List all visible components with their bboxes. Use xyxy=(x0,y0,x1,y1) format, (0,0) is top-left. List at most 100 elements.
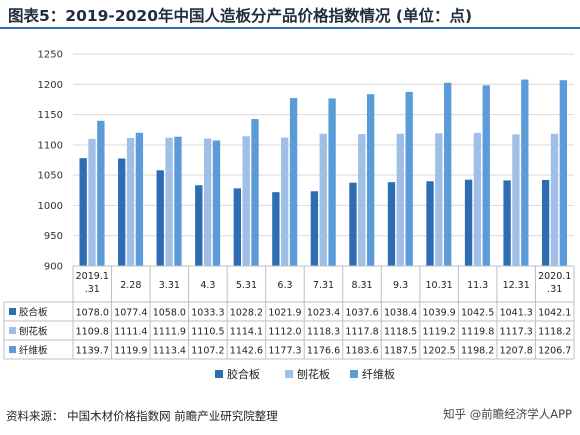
data-cell: 1118.2 xyxy=(538,327,571,338)
data-cell: 1187.5 xyxy=(384,346,417,357)
data-cell: 1118.5 xyxy=(384,327,417,338)
bar-1-4 xyxy=(195,185,203,266)
data-cell: 1113.4 xyxy=(153,346,186,357)
y-tick-label: 1150 xyxy=(38,110,63,121)
data-cell: 1037.6 xyxy=(345,308,378,319)
row-series-name: 胶合板 xyxy=(19,307,48,319)
bar-2-6 xyxy=(281,137,289,266)
legend-swatch xyxy=(215,370,223,378)
bar-1-8 xyxy=(349,182,357,266)
bar-1-1 xyxy=(79,158,87,266)
bar-3-12 xyxy=(521,79,529,266)
row-legend-key xyxy=(9,327,16,334)
data-cell: 1021.9 xyxy=(268,308,301,319)
bar-3-5 xyxy=(251,119,259,266)
data-cell: 1038.4 xyxy=(384,308,417,319)
bar-2-12 xyxy=(512,134,520,266)
chart-title: 图表5：2019-2020年中国人造板分产品价格指数情况 (单位：点) xyxy=(8,7,473,25)
x-tick-label: 2.28 xyxy=(120,280,141,291)
y-tick-label: 1250 xyxy=(38,50,63,61)
bar-3-2 xyxy=(135,132,144,266)
bar-1-6 xyxy=(272,192,280,266)
bar-1-10 xyxy=(426,181,434,266)
data-cell: 1117.8 xyxy=(345,327,378,338)
y-tick-label: 1200 xyxy=(38,80,63,91)
data-cell: 1114.1 xyxy=(230,327,263,338)
data-cell: 1119.8 xyxy=(461,327,494,338)
bar-1-7 xyxy=(310,191,319,266)
bar-3-3 xyxy=(174,136,182,266)
legend-swatch xyxy=(285,370,293,378)
bar-3-10 xyxy=(444,82,452,266)
data-cell: 1176.6 xyxy=(307,346,340,357)
data-cell: 1139.7 xyxy=(76,346,109,357)
data-cell: 1109.8 xyxy=(76,327,109,338)
bar-2-13 xyxy=(550,133,559,266)
data-cell: 1111.9 xyxy=(153,327,186,338)
source-note: 资料来源： 中国木材价格指数网 前瞻产业研究院整理 xyxy=(6,409,278,423)
bar-2-10 xyxy=(435,133,443,266)
bar-1-3 xyxy=(156,170,164,266)
x-tick-label: 5.31 xyxy=(236,280,257,291)
data-cell: 1142.6 xyxy=(230,346,263,357)
bar-3-8 xyxy=(366,94,375,267)
bar-3-9 xyxy=(405,91,413,266)
bar-2-8 xyxy=(358,134,366,266)
data-cell: 1028.2 xyxy=(230,308,263,319)
data-cell: 1078.0 xyxy=(76,308,109,319)
bar-3-13 xyxy=(559,80,567,266)
data-cell: 1198.2 xyxy=(461,346,494,357)
row-series-name: 纤维板 xyxy=(19,345,48,357)
x-tick-label: 11.3 xyxy=(467,280,488,291)
x-tick-label: 6.3 xyxy=(277,280,292,291)
x-tick-label: 8.31 xyxy=(351,280,372,291)
y-tick-label: 950 xyxy=(44,231,63,242)
data-cell: 1023.4 xyxy=(307,308,340,319)
x-tick-label: 10.31 xyxy=(426,280,453,291)
data-cell: 1039.9 xyxy=(422,308,455,319)
data-cell: 1041.3 xyxy=(500,308,533,319)
title-rule xyxy=(0,27,580,29)
bar-2-1 xyxy=(88,138,96,266)
data-cell: 1112.0 xyxy=(268,327,301,338)
bar-1-11 xyxy=(464,179,473,266)
data-cell: 1058.0 xyxy=(153,308,186,319)
legend-label: 刨花板 xyxy=(297,367,330,381)
bar-1-2 xyxy=(118,158,126,266)
data-cell: 1033.3 xyxy=(191,308,224,319)
row-legend-key xyxy=(9,346,16,353)
bar-2-5 xyxy=(242,136,250,266)
data-cell: 1118.3 xyxy=(307,327,340,338)
y-tick-label: 900 xyxy=(44,262,63,273)
bar-2-4 xyxy=(203,138,212,266)
x-tick-label: 4.3 xyxy=(200,280,215,291)
data-cell: 1110.5 xyxy=(191,327,224,338)
x-tick-label: 7.31 xyxy=(313,280,334,291)
bar-3-11 xyxy=(482,85,490,266)
bar-1-9 xyxy=(387,182,396,266)
bar-1-13 xyxy=(541,179,550,266)
bar-3-6 xyxy=(289,98,298,266)
bar-2-11 xyxy=(473,132,482,266)
legend-label: 胶合板 xyxy=(227,367,260,381)
data-cell: 1119.9 xyxy=(114,346,147,357)
legend-swatch xyxy=(350,370,358,378)
data-cell: 1117.3 xyxy=(500,327,533,338)
y-tick-label: 1050 xyxy=(38,171,63,182)
x-tick-label: 12.31 xyxy=(503,280,530,291)
row-legend-key xyxy=(9,308,16,315)
data-cell: 1177.3 xyxy=(268,346,301,357)
data-cell: 1107.2 xyxy=(191,346,224,357)
x-tick-label: 2019.1.31 xyxy=(76,271,109,295)
bar-2-2 xyxy=(126,137,135,266)
x-tick-label: 3.31 xyxy=(159,280,180,291)
bar-1-12 xyxy=(503,180,511,266)
data-cell: 1042.5 xyxy=(461,308,494,319)
data-cell: 1119.2 xyxy=(422,327,455,338)
y-tick-label: 1000 xyxy=(38,201,63,212)
bar-2-7 xyxy=(319,133,327,266)
data-cell: 1183.6 xyxy=(345,346,378,357)
data-cell: 1077.4 xyxy=(114,308,147,319)
data-cell: 1042.1 xyxy=(538,308,571,319)
row-series-name: 刨花板 xyxy=(19,326,48,338)
